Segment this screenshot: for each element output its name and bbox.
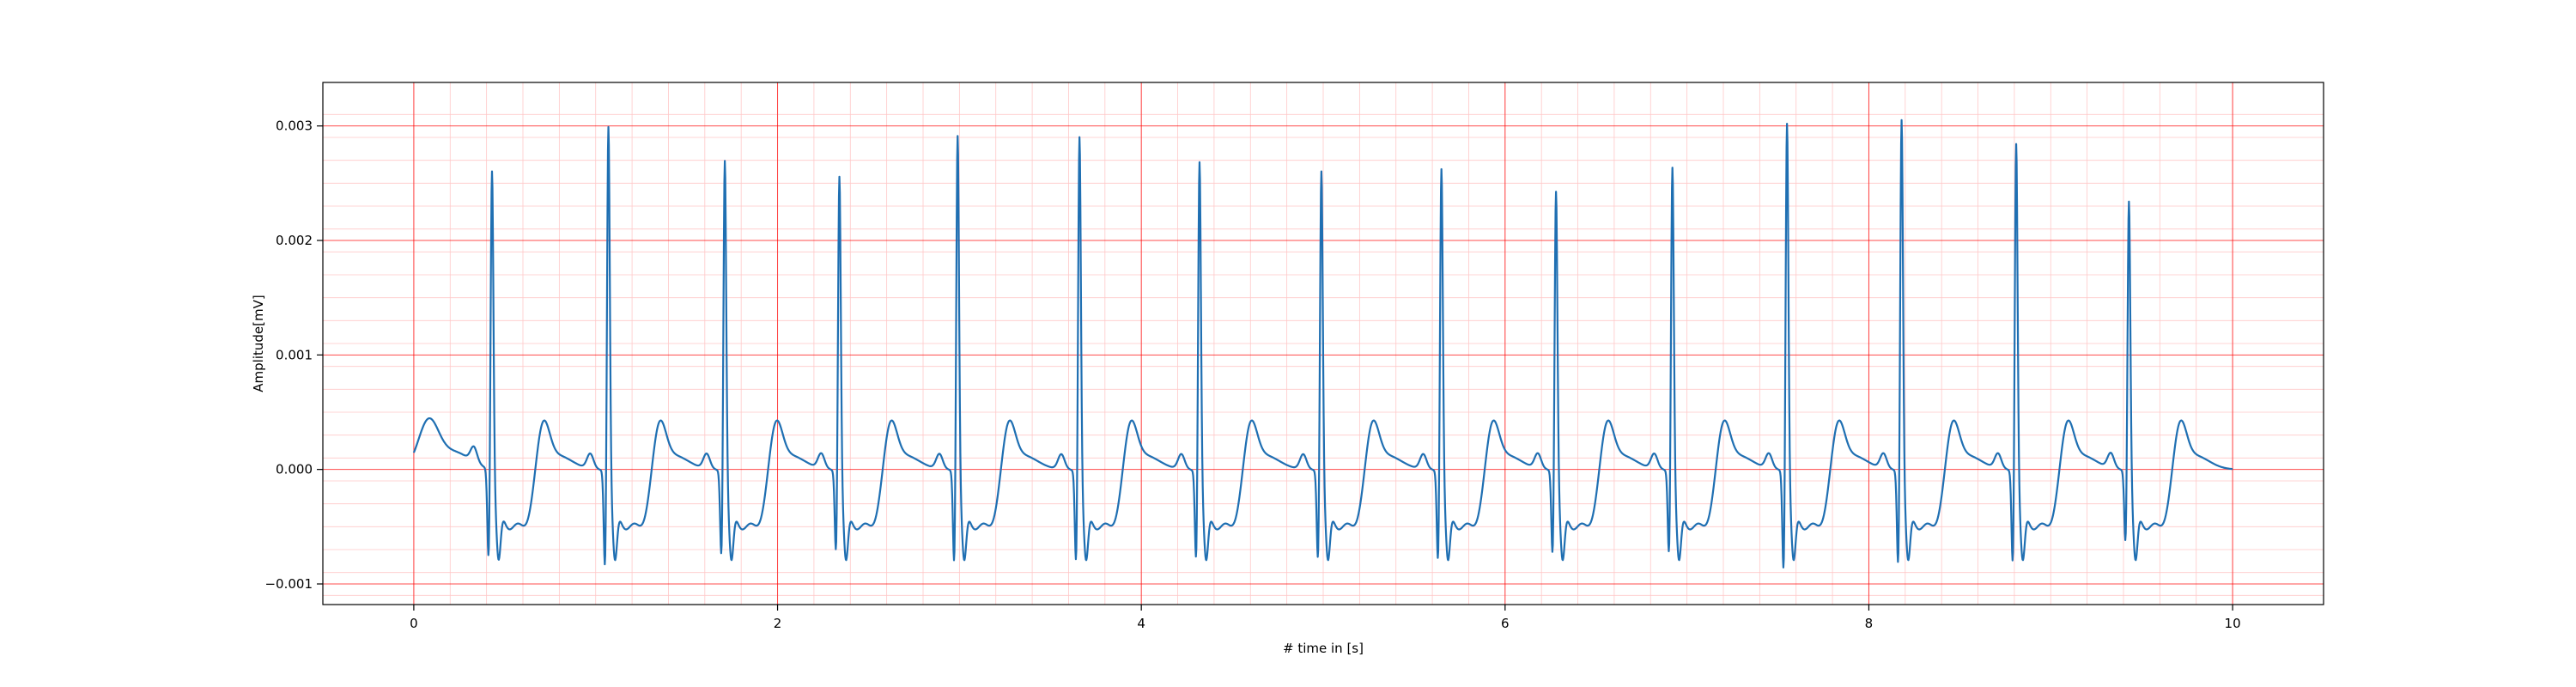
y-tick-label: −0.001 <box>264 576 313 592</box>
x-tick-label: 6 <box>1501 616 1510 631</box>
y-tick-label: 0.000 <box>276 462 313 477</box>
ecg-series-line <box>412 119 2233 568</box>
x-tick-label: 8 <box>1865 616 1874 631</box>
y-tick-label: 0.003 <box>276 119 313 134</box>
x-axis-label: # time in [s] <box>1283 641 1364 656</box>
y-tick-label: 0.001 <box>276 347 313 362</box>
major-grid <box>323 82 2324 605</box>
y-axis-ticks: −0.001 0.000 0.001 0.002 0.003 <box>264 119 323 592</box>
plot-frame <box>322 82 2324 605</box>
y-axis-label: Amplitude[mV] <box>251 295 266 392</box>
y-tick-label: 0.002 <box>276 233 313 248</box>
x-tick-label: 0 <box>410 616 418 631</box>
x-tick-label: 2 <box>774 616 782 631</box>
x-tick-label: 4 <box>1137 616 1145 631</box>
minor-grid <box>323 82 2324 605</box>
x-axis-ticks: 0 2 4 6 8 10 <box>410 605 2241 631</box>
x-tick-label: 10 <box>2225 616 2241 631</box>
